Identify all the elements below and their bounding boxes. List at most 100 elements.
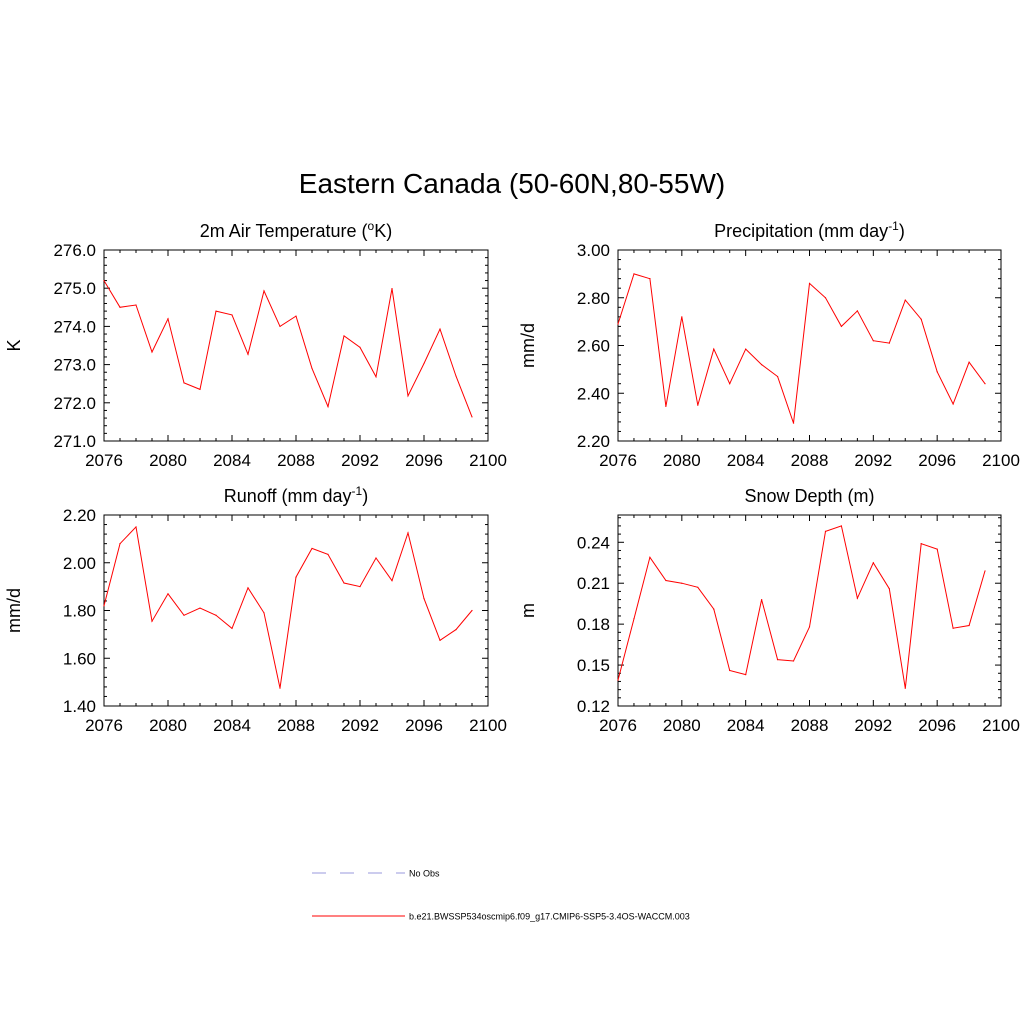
y-tick-label: 1.60	[63, 649, 96, 668]
data-point	[649, 556, 651, 558]
x-tick-label: 2088	[791, 451, 829, 470]
data-point	[665, 405, 667, 407]
data-point	[729, 669, 731, 672]
data-point	[952, 627, 954, 629]
panel-title-end: )	[362, 486, 368, 506]
panel-title-text: Precipitation (mm day	[714, 221, 888, 241]
x-tick-label: 2088	[791, 716, 829, 735]
plot-frame	[617, 514, 1002, 707]
data-point	[936, 548, 938, 550]
y-tick-label: 0.24	[577, 533, 610, 552]
data-point	[697, 586, 699, 588]
data-point	[840, 325, 843, 327]
legend-item: b.e21.BWSSP534oscmip6.f09_g17.CMIP6-SSP5…	[312, 912, 690, 922]
data-point	[872, 562, 874, 564]
panel-title-text: 2m Air Temperature (	[200, 221, 368, 241]
y-tick-label: 273.0	[53, 356, 96, 375]
data-point	[984, 383, 986, 385]
data-point	[808, 282, 811, 285]
data-point	[263, 290, 265, 292]
data-point	[792, 660, 795, 662]
panel-title: Runoff (mm day-1)	[224, 484, 368, 506]
data-point	[311, 547, 313, 550]
data-point	[729, 383, 731, 385]
data-point	[681, 582, 683, 584]
data-point	[311, 367, 313, 370]
data-point	[872, 340, 874, 342]
data-point	[824, 297, 827, 299]
data-point	[856, 310, 858, 312]
x-tick-label: 2100	[982, 451, 1020, 470]
series-line-snow-depth	[617, 525, 986, 689]
x-tick-label: 2084	[727, 451, 765, 470]
data-point	[920, 318, 922, 320]
data-point	[968, 361, 970, 363]
y-axis-label: m	[518, 603, 538, 618]
x-tick-label: 2088	[277, 716, 315, 735]
x-tick-label: 2100	[982, 716, 1020, 735]
y-tick-label: 0.12	[577, 697, 610, 716]
legend-label: b.e21.BWSSP534oscmip6.f09_g17.CMIP6-SSP5…	[409, 912, 690, 922]
x-tick-label: 2092	[854, 451, 892, 470]
y-axis-label: K	[4, 339, 24, 351]
data-point	[888, 588, 890, 590]
plot-frame	[617, 249, 1002, 442]
data-point	[633, 618, 635, 620]
data-point	[343, 582, 345, 584]
data-point	[167, 593, 169, 595]
data-point	[215, 310, 217, 312]
data-point	[327, 553, 329, 555]
data-point	[391, 287, 393, 290]
x-tick-label: 2096	[918, 451, 956, 470]
x-tick-label: 2092	[854, 716, 892, 735]
data-point	[713, 348, 715, 350]
y-tick-label: 272.0	[53, 394, 96, 413]
data-point	[792, 422, 795, 424]
x-tick-label: 2084	[213, 716, 251, 735]
data-point	[423, 597, 425, 600]
data-point	[135, 304, 137, 306]
data-point	[617, 679, 619, 681]
x-tick-label: 2080	[149, 451, 187, 470]
x-tick-label: 2076	[599, 451, 637, 470]
data-point	[151, 351, 153, 353]
data-point	[776, 659, 779, 661]
data-point	[359, 346, 361, 349]
y-axis-label: mm/d	[518, 323, 538, 368]
data-point	[103, 279, 105, 282]
x-tick-label: 2084	[213, 451, 251, 470]
panel-title-end: )	[899, 221, 905, 241]
data-point	[167, 318, 169, 320]
x-tick-label: 2080	[663, 451, 701, 470]
panel-title: 2m Air Temperature (oK)	[200, 219, 392, 241]
y-tick-label: 1.80	[63, 602, 96, 621]
y-tick-label: 2.00	[63, 554, 96, 573]
figure-title: Eastern Canada (50-60N,80-55W)	[298, 168, 726, 199]
x-tick-label: 2096	[918, 716, 956, 735]
data-point	[119, 543, 121, 545]
data-point	[151, 620, 153, 622]
data-point	[103, 605, 105, 607]
x-tick-label: 2096	[405, 451, 443, 470]
data-point	[776, 375, 779, 378]
panel-title-superscript: -1	[888, 219, 899, 233]
panel-runoff: Runoff (mm day-1) mm/d 2076 2080 2084 2088 209…	[4, 484, 507, 735]
y-tick-label: 2.20	[577, 432, 610, 451]
data-point	[904, 687, 906, 689]
panel-title-superscript: -1	[352, 484, 363, 498]
x-tick-label: 2092	[341, 451, 379, 470]
legend-label: No Obs	[409, 869, 440, 879]
panel-temperature: 2m Air Temperature (oK) K 2076 2080 2084 2088…	[4, 219, 507, 470]
y-tick-label: 1.40	[63, 697, 96, 716]
x-tick-label: 2076	[85, 716, 123, 735]
data-point	[423, 362, 425, 365]
data-point	[391, 580, 393, 582]
data-point	[952, 403, 954, 405]
y-tick-label: 0.15	[577, 656, 610, 675]
panel-title: Precipitation (mm day-1)	[714, 219, 905, 241]
data-point	[904, 299, 906, 301]
data-point	[455, 629, 457, 631]
data-point	[984, 570, 986, 572]
data-point	[649, 278, 651, 280]
data-point	[215, 614, 217, 616]
